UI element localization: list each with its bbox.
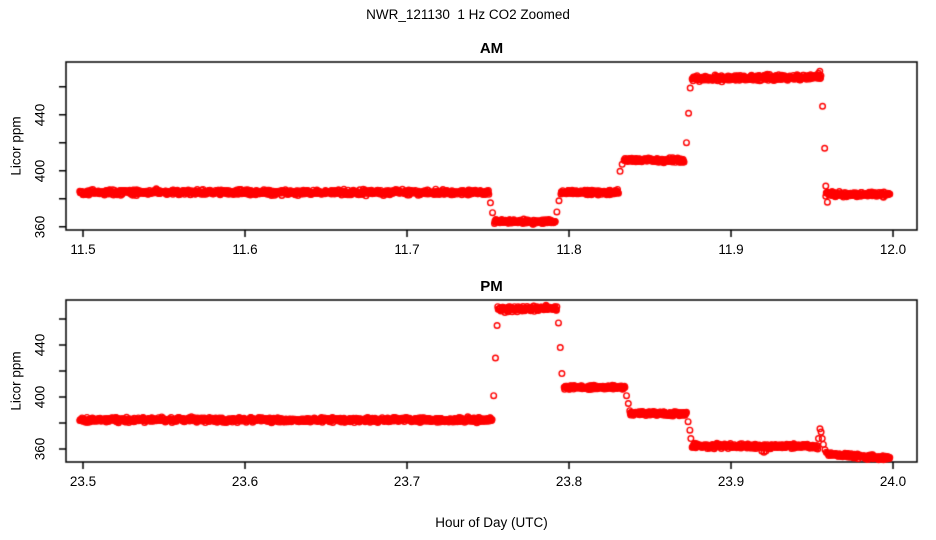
x-tick-label: 11.5: [70, 242, 96, 257]
x-axis-label: Hour of Day (UTC): [435, 515, 548, 530]
am-panel-title: AM: [479, 40, 504, 57]
x-tick-label: 11.8: [556, 242, 582, 257]
x-tick-label: 23.8: [555, 474, 583, 489]
y-tick-label: 400: [32, 385, 48, 409]
figure-title: NWR_121130 1 Hz CO2 Zoomed: [366, 7, 570, 22]
y-tick-label: 440: [32, 103, 48, 126]
y-tick-label: 360: [32, 437, 48, 461]
x-tick-label: 11.7: [394, 242, 420, 257]
x-tick-label: 24.0: [879, 474, 907, 489]
am-y-axis-label: Licor ppm: [8, 116, 24, 176]
pm-panel-title: PM: [480, 278, 503, 295]
x-tick-label: 23.9: [717, 474, 745, 489]
x-tick-label: 23.7: [393, 474, 421, 489]
y-tick-label: 400: [32, 159, 48, 182]
y-tick-label: 360: [32, 215, 48, 238]
x-tick-label: 11.9: [718, 242, 744, 257]
x-tick-label: 12.0: [879, 242, 907, 257]
x-tick-label: 11.6: [232, 242, 258, 257]
y-tick-label: 440: [32, 333, 48, 357]
pm-y-axis-label: Licor ppm: [8, 351, 24, 411]
x-tick-label: 23.6: [231, 474, 259, 489]
x-tick-label: 23.5: [69, 474, 97, 489]
